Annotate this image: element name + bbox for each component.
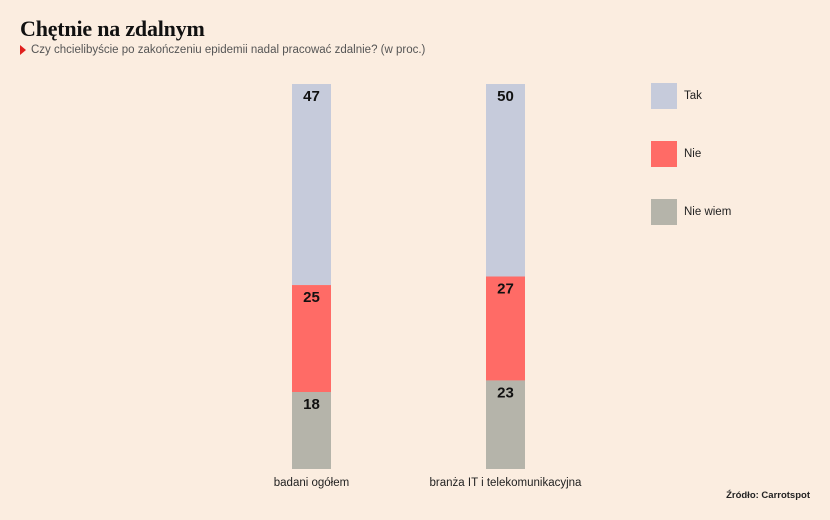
bar-value-label: 23 (497, 384, 514, 401)
legend-item-tak: Tak (651, 83, 702, 109)
legend-swatch-nie (651, 141, 677, 167)
bar-segment (486, 276, 525, 381)
bar-segment (486, 380, 525, 469)
bar-segment (292, 392, 331, 469)
category-label: branża IT i telekomunikacyjna (430, 477, 583, 489)
bar-value-label: 27 (497, 281, 514, 298)
red-triangle-icon (20, 45, 26, 55)
chart-title: Chętnie na zdalnym (20, 16, 205, 41)
bar-value-label: 50 (497, 88, 514, 105)
bar-segment (292, 285, 331, 392)
legend-item-nie-wiem: Nie wiem (651, 199, 731, 225)
bar-value-label: 47 (303, 88, 320, 105)
legend-label-nie-wiem: Nie wiem (684, 206, 732, 218)
legend-item-nie: Nie (651, 141, 701, 167)
bar-segment (292, 84, 331, 286)
subtitle-text: Czy chcielibyście po zakończeniu epidemi… (31, 44, 426, 56)
legend-swatch-tak (651, 83, 677, 109)
legend-swatch-nie-wiem (651, 199, 677, 225)
bar-value-label: 18 (303, 396, 320, 413)
category-label: badani ogółem (274, 477, 349, 489)
bar-value-label: 25 (303, 289, 320, 306)
bar-segment (486, 84, 525, 277)
legend-label-nie: Nie (684, 148, 702, 160)
legend-label-tak: Tak (684, 90, 702, 102)
chart-subtitle: Czy chcielibyście po zakończeniu epidemi… (20, 44, 425, 56)
source-note: Źródło: Carrotspot (726, 490, 810, 501)
